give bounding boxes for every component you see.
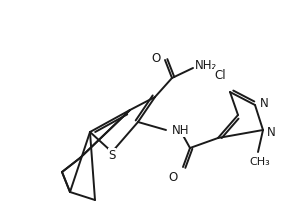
Text: N: N bbox=[267, 126, 276, 138]
Text: S: S bbox=[108, 148, 116, 162]
Text: NH₂: NH₂ bbox=[195, 58, 217, 72]
Text: N: N bbox=[260, 97, 269, 109]
Text: O: O bbox=[152, 51, 161, 65]
Text: O: O bbox=[169, 171, 178, 184]
Text: Cl: Cl bbox=[214, 68, 226, 82]
Text: CH₃: CH₃ bbox=[250, 157, 270, 167]
Text: NH: NH bbox=[172, 124, 190, 136]
